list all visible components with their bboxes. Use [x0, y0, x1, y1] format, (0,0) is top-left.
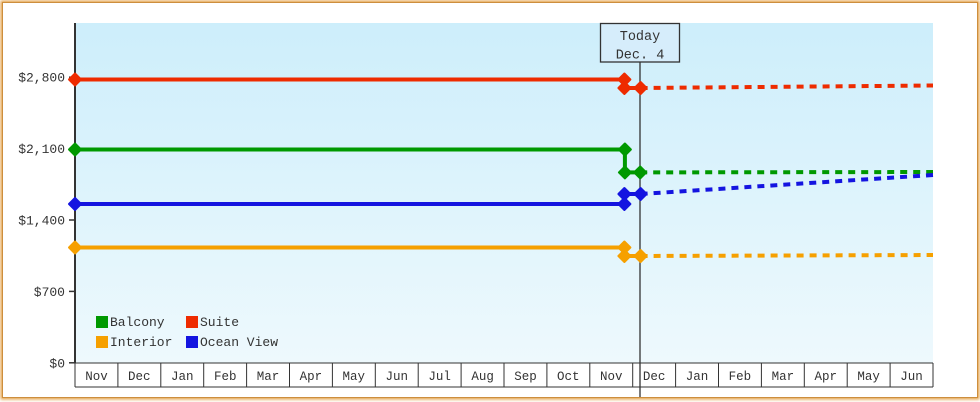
- svg-text:Sep: Sep: [514, 370, 537, 384]
- svg-text:Nov: Nov: [600, 370, 623, 384]
- svg-text:Jun: Jun: [900, 370, 923, 384]
- svg-text:Feb: Feb: [729, 370, 752, 384]
- svg-text:$700: $700: [34, 285, 65, 300]
- svg-text:Apr: Apr: [815, 370, 838, 384]
- svg-text:$2,800: $2,800: [18, 71, 65, 86]
- svg-text:Feb: Feb: [214, 370, 237, 384]
- svg-text:May: May: [857, 370, 880, 384]
- svg-text:Today: Today: [620, 30, 661, 45]
- svg-text:Ocean View: Ocean View: [200, 335, 278, 350]
- svg-text:Suite: Suite: [200, 315, 239, 330]
- svg-text:Jul: Jul: [428, 370, 451, 384]
- svg-text:$2,100: $2,100: [18, 142, 65, 157]
- svg-text:Interior: Interior: [110, 335, 172, 350]
- svg-text:Dec: Dec: [643, 370, 666, 384]
- svg-text:Jan: Jan: [686, 370, 709, 384]
- svg-text:May: May: [343, 370, 366, 384]
- svg-text:Jan: Jan: [171, 370, 194, 384]
- svg-text:Mar: Mar: [257, 370, 280, 384]
- svg-text:$0: $0: [49, 356, 65, 371]
- svg-text:Nov: Nov: [85, 370, 108, 384]
- svg-text:Apr: Apr: [300, 370, 323, 384]
- svg-text:Jun: Jun: [386, 370, 409, 384]
- svg-text:Balcony: Balcony: [110, 315, 165, 330]
- svg-text:$1,400: $1,400: [18, 214, 65, 229]
- svg-text:Dec: Dec: [128, 370, 151, 384]
- svg-text:Dec. 4: Dec. 4: [616, 49, 665, 64]
- svg-text:Aug: Aug: [471, 370, 494, 384]
- svg-text:Mar: Mar: [772, 370, 795, 384]
- svg-text:Oct: Oct: [557, 370, 580, 384]
